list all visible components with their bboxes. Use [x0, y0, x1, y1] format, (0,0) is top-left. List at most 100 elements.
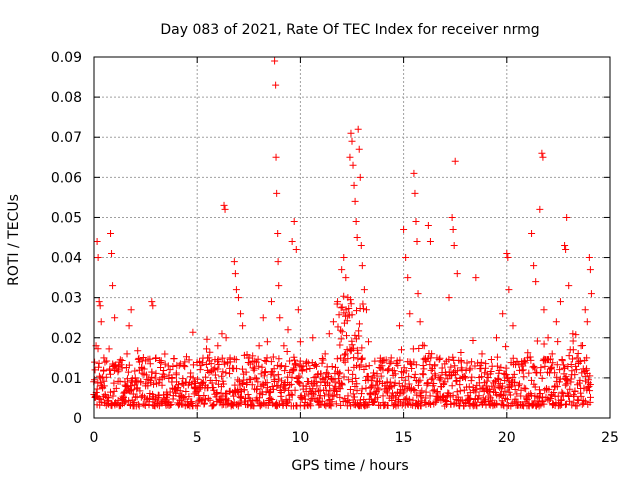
data-point — [206, 348, 214, 356]
data-point — [245, 354, 253, 362]
data-point — [362, 362, 370, 370]
data-point — [586, 372, 594, 380]
data-point — [269, 353, 277, 361]
data-point — [370, 398, 378, 406]
data-point — [562, 376, 570, 384]
data-point — [511, 378, 519, 386]
data-point — [429, 387, 437, 395]
data-point — [149, 302, 157, 310]
data-point — [348, 378, 356, 386]
data-point — [301, 392, 309, 400]
data-point — [220, 380, 228, 388]
y-tick-label: 0.02 — [51, 331, 82, 347]
data-point — [503, 396, 511, 404]
data-point — [196, 366, 204, 374]
data-point — [444, 389, 452, 397]
data-point — [467, 377, 475, 385]
data-point — [260, 372, 268, 380]
data-point — [344, 294, 352, 302]
data-point — [360, 305, 368, 313]
data-point — [263, 354, 271, 362]
data-point — [276, 314, 284, 322]
data-point — [230, 258, 238, 266]
data-point — [405, 380, 413, 388]
y-tick-label: 0 — [73, 411, 82, 427]
data-point — [562, 400, 570, 408]
data-point — [214, 342, 222, 350]
data-point — [407, 401, 415, 409]
data-point — [365, 362, 373, 370]
data-point — [575, 358, 583, 366]
data-point — [242, 368, 250, 376]
data-point — [353, 380, 361, 388]
data-point — [117, 361, 125, 369]
data-point — [561, 364, 569, 372]
data-point — [268, 396, 276, 404]
data-point — [346, 153, 354, 161]
data-point — [523, 354, 531, 362]
data-point — [449, 353, 457, 361]
data-point — [349, 370, 357, 378]
data-point — [143, 371, 151, 379]
data-point — [411, 387, 419, 395]
data-point — [540, 306, 548, 314]
data-point — [408, 364, 416, 372]
data-point — [545, 385, 553, 393]
data-point — [386, 360, 394, 368]
data-point — [322, 386, 330, 394]
data-point — [102, 373, 110, 381]
data-point — [416, 318, 424, 326]
data-point — [155, 391, 163, 399]
data-point — [563, 213, 571, 221]
data-point — [292, 246, 300, 254]
data-point — [136, 387, 144, 395]
data-point — [511, 386, 519, 394]
data-point — [585, 254, 593, 262]
data-point — [189, 374, 197, 382]
data-point — [266, 387, 274, 395]
x-tick-label: 25 — [601, 430, 619, 446]
data-point — [161, 360, 169, 368]
data-point — [168, 374, 176, 382]
data-point — [487, 355, 495, 363]
data-point — [185, 393, 193, 401]
data-point — [544, 334, 552, 342]
data-point — [121, 378, 129, 386]
data-point — [234, 400, 242, 408]
data-point — [456, 387, 464, 395]
data-point — [145, 394, 153, 402]
data-point — [355, 320, 363, 328]
data-point — [452, 371, 460, 379]
data-point — [548, 363, 556, 371]
data-point — [288, 373, 296, 381]
data-point — [193, 402, 201, 410]
data-point — [562, 246, 570, 254]
data-point — [313, 382, 321, 390]
data-point — [565, 352, 573, 360]
data-point — [169, 363, 177, 371]
data-point — [513, 390, 521, 398]
data-point — [510, 370, 518, 378]
data-point — [238, 365, 246, 373]
data-point — [346, 345, 354, 353]
data-point — [428, 350, 436, 358]
data-point — [110, 379, 118, 387]
data-point — [488, 396, 496, 404]
data-point — [190, 384, 198, 392]
data-point — [495, 367, 503, 375]
data-point — [338, 380, 346, 388]
data-point — [525, 369, 533, 377]
data-point — [152, 354, 160, 362]
data-point — [337, 335, 345, 343]
data-point — [531, 383, 539, 391]
y-tick-label: 0.08 — [51, 90, 82, 106]
data-point — [356, 173, 364, 181]
data-point — [426, 392, 434, 400]
data-point — [440, 380, 448, 388]
data-point — [571, 387, 579, 395]
data-point — [349, 344, 357, 352]
data-point — [202, 345, 210, 353]
data-point — [519, 366, 527, 374]
data-point — [258, 363, 266, 371]
